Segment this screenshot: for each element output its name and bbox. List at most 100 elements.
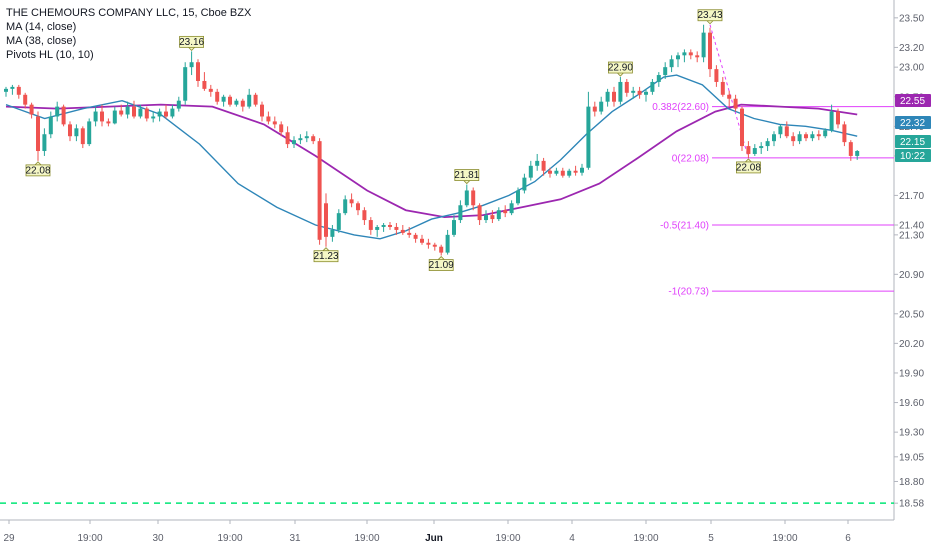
pivot-label: 23.43	[697, 10, 722, 21]
candle-body	[592, 106, 597, 112]
ma14-legend[interactable]: MA (14, close)	[6, 21, 77, 33]
candle-body	[580, 167, 584, 173]
candle-body	[644, 91, 648, 95]
x-tick-label: 19:00	[77, 533, 102, 544]
candle-body	[215, 91, 220, 102]
candle-body	[720, 81, 725, 95]
candle-body	[356, 203, 360, 211]
candle-body	[272, 121, 277, 125]
candle-body	[772, 134, 776, 142]
candle-body	[74, 128, 79, 137]
candle-body	[541, 160, 546, 171]
candle-body	[746, 146, 751, 154]
y-tick-label: 21.30	[899, 230, 924, 241]
candle-body	[362, 210, 367, 221]
ma38-legend[interactable]: MA (38, close)	[6, 35, 77, 47]
x-tick-label: Jun	[425, 533, 443, 544]
price-badge-label: 22.15	[900, 137, 925, 148]
candle-body	[791, 136, 796, 142]
fib-level-label: 0(22.08)	[672, 153, 709, 164]
candle-body	[42, 134, 47, 152]
candle-body	[202, 80, 207, 89]
candle-body	[797, 134, 802, 142]
symbol-title[interactable]: THE CHEMOURS COMPANY LLC, 15, Cboe BZX	[6, 7, 252, 19]
candle-body	[816, 134, 821, 137]
candle-body	[471, 190, 476, 206]
pivot-marker: 21.23	[313, 247, 339, 262]
candle-body	[93, 111, 98, 122]
candle-body	[138, 108, 143, 117]
candle-body	[247, 94, 252, 107]
pivot-box	[608, 61, 633, 74]
candle-body	[196, 62, 200, 81]
price-badge-label: 22.55	[900, 96, 925, 107]
candle-body	[208, 88, 213, 92]
candle-body	[317, 141, 322, 240]
candle-body	[420, 238, 424, 243]
candle-body	[688, 52, 693, 56]
pivot-marker: 23.16	[179, 35, 205, 51]
candle-body	[368, 220, 373, 230]
candle-body	[157, 111, 162, 117]
pivot-pointer	[188, 47, 195, 51]
candle-body	[445, 234, 450, 253]
candle-body	[151, 116, 156, 119]
candle-body	[343, 199, 348, 214]
candle-body	[784, 126, 789, 137]
candle-body	[765, 141, 770, 147]
x-tick-label: 19:00	[772, 533, 797, 544]
price-badge: 22.55	[895, 94, 931, 107]
pivot-box	[25, 164, 51, 177]
candle-body	[477, 205, 482, 221]
candle-body	[503, 210, 508, 214]
candle-body	[560, 170, 565, 176]
candle-body	[80, 128, 85, 145]
candle-body	[349, 199, 354, 204]
candle-body	[10, 86, 15, 89]
candle-body	[298, 138, 303, 141]
pivot-pointer	[617, 72, 624, 77]
candle-body	[701, 32, 706, 58]
candle-body	[16, 86, 21, 95]
pivot-pointer	[745, 158, 752, 163]
candle-body	[676, 55, 680, 60]
price-badge: 10:22	[895, 149, 931, 162]
x-tick-label: 19:00	[354, 533, 379, 544]
pivot-box	[736, 161, 761, 174]
candle-body	[586, 106, 591, 168]
candle-body	[266, 116, 271, 122]
candle-body	[599, 101, 604, 112]
price-badge-label: 22.32	[900, 118, 925, 129]
candle-body	[554, 170, 559, 174]
pivot-marker: 21.09	[428, 256, 454, 271]
candle-body	[829, 111, 834, 131]
pivots-legend[interactable]: Pivots HL (10, 10)	[6, 49, 94, 61]
pivot-marker: 23.43	[697, 9, 723, 25]
pivot-box	[428, 259, 454, 271]
fib-level-label: 0.382(22.60)	[652, 102, 709, 113]
price-badge: 22.15	[895, 135, 931, 148]
x-tick-label: 31	[289, 533, 301, 544]
candle-body	[426, 242, 431, 245]
candle-body	[388, 224, 392, 227]
candle-body	[4, 88, 8, 92]
candle-body	[484, 215, 488, 221]
candle-body	[260, 104, 264, 117]
pivot-label: 21.23	[313, 251, 338, 262]
candle-body	[804, 134, 808, 139]
candle-body	[176, 100, 181, 109]
candle-body	[612, 91, 616, 102]
candle-body	[36, 116, 40, 152]
candle-body	[304, 136, 309, 139]
x-tick-label: 6	[845, 533, 851, 544]
y-tick-label: 20.90	[899, 270, 924, 281]
x-tick-label: 5	[708, 533, 714, 544]
pivot-label: 23.16	[179, 37, 204, 48]
candle-body	[528, 165, 533, 178]
pivot-marker: 21.81	[454, 169, 480, 185]
candle-body	[740, 108, 744, 147]
candle-body	[522, 177, 527, 191]
candle-body	[183, 67, 188, 101]
price-badge-label: 10:22	[900, 151, 925, 162]
